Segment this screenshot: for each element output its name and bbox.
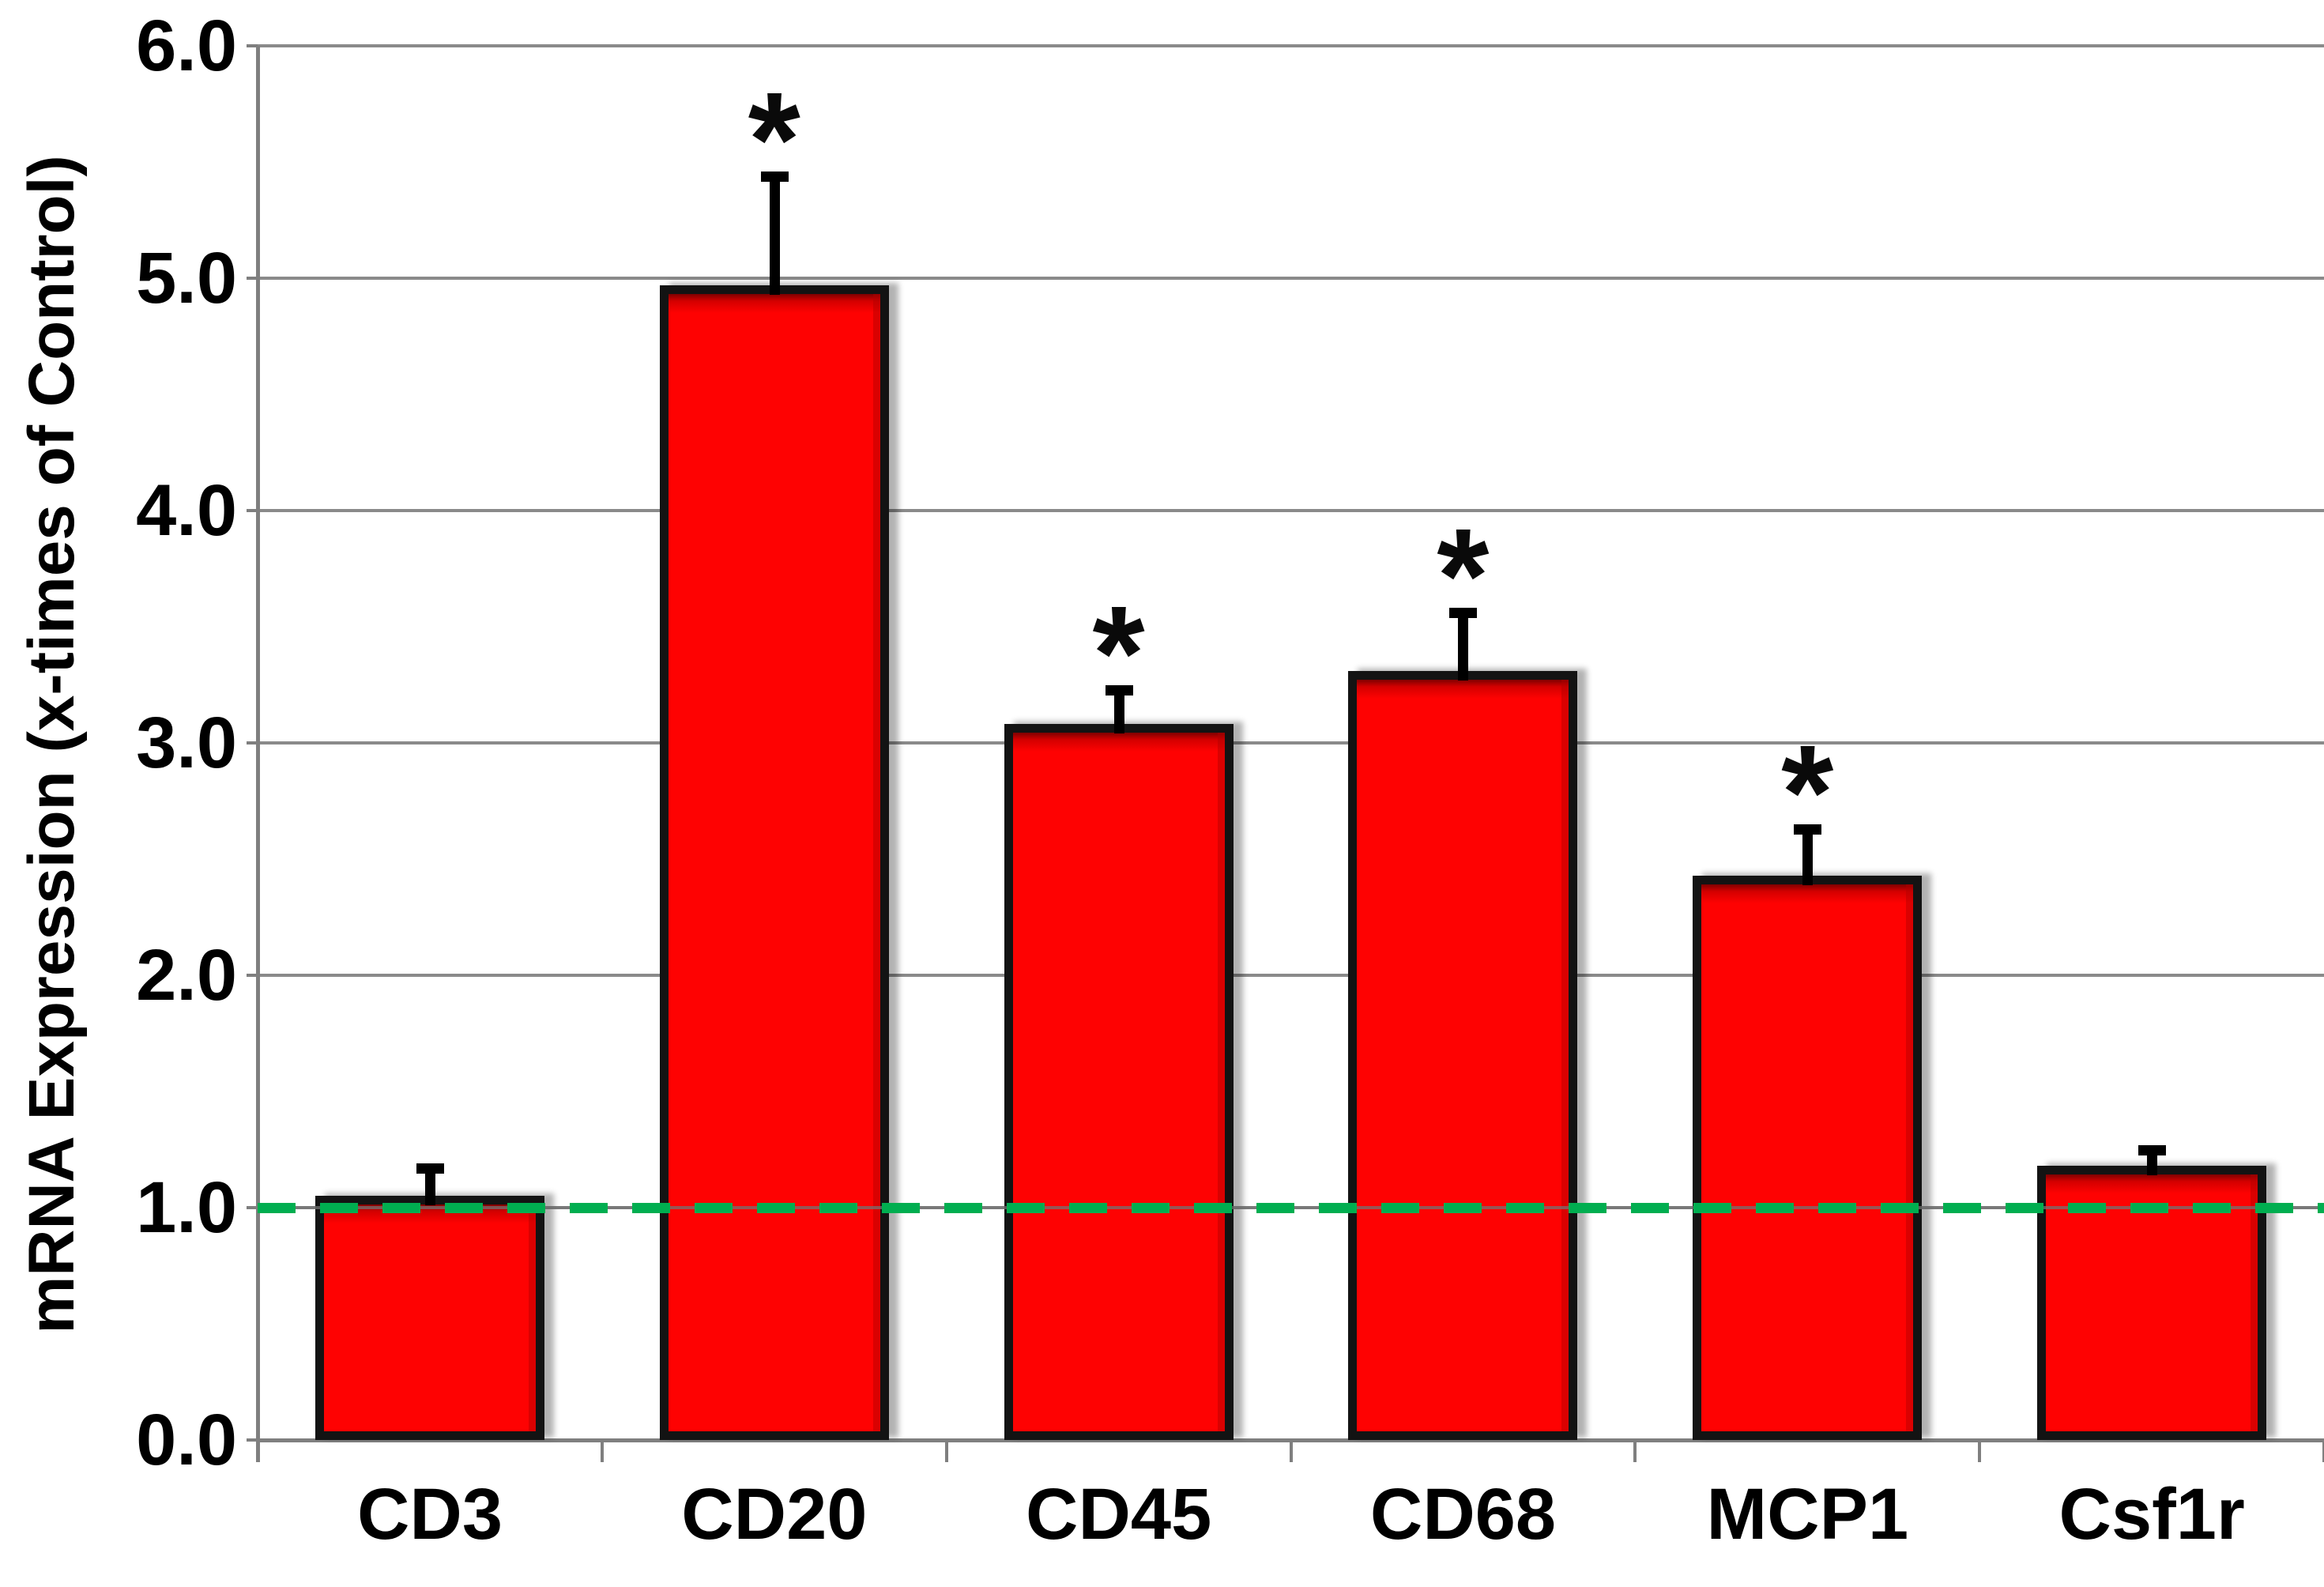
y-tick-3.0 [247,741,258,744]
error-bar-CD3 [424,1167,435,1206]
error-bar-CD45 [1113,688,1124,734]
y-tick-label-0.0: 0.0 [136,1400,237,1480]
x-category-label-Csf1r: Csf1r [2058,1474,2245,1555]
error-bar-cap-MCP1 [1794,824,1822,835]
gridline-y6 [258,44,2324,47]
bar-MCP1 [1693,875,1923,1440]
significance-asterisk-CD68: * [1437,501,1490,652]
error-bar-cap-CD45 [1105,684,1133,695]
x-tick-1 [600,1440,604,1462]
error-bar-cap-CD3 [416,1163,444,1174]
error-bar-cap-Csf1r [2138,1144,2167,1155]
x-category-label-CD3: CD3 [356,1474,503,1555]
x-category-label-MCP1: MCP1 [1706,1474,1909,1555]
y-tick-label-6.0: 6.0 [136,6,237,86]
y-tick-label-4.0: 4.0 [136,470,237,551]
y-tick-6.0 [247,44,258,47]
x-tick-3 [1289,1440,1293,1462]
x-tick-2 [944,1440,948,1462]
x-category-label-CD68: CD68 [1369,1474,1557,1555]
error-bar-MCP1 [1802,827,1814,885]
y-tick-label-1.0: 1.0 [136,1167,237,1248]
y-tick-2.0 [247,974,258,977]
x-tick-5 [1978,1440,1982,1462]
error-bar-cap-CD68 [1449,608,1478,619]
gridline-y2 [258,974,2324,977]
error-bar-CD20 [769,174,780,295]
y-tick-label-3.0: 3.0 [136,703,237,783]
bar-CD45 [1004,724,1234,1440]
bar-CD68 [1348,670,1578,1440]
x-category-label-CD45: CD45 [1026,1474,1212,1555]
reference-line-1x [258,1203,2324,1213]
gridline-y4 [258,509,2324,512]
gridline-y5 [258,277,2324,280]
y-tick-4.0 [247,509,258,512]
bar-CD3 [315,1196,544,1440]
x-category-label-CD20: CD20 [681,1474,868,1555]
reference-line-dashes [258,1203,2324,1213]
y-axis-line [256,46,260,1462]
y-tick-1.0 [247,1206,258,1209]
y-tick-0.0 [247,1438,258,1442]
y-tick-label-2.0: 2.0 [136,935,237,1016]
x-tick-6 [2322,1440,2324,1462]
bar-CD20 [659,285,889,1440]
significance-asterisk-CD45: * [1092,578,1145,729]
x-tick-4 [1633,1440,1637,1462]
significance-asterisk-CD20: * [748,64,800,215]
gridline-y3 [258,741,2324,744]
y-tick-label-5.0: 5.0 [136,238,237,319]
x-tick-0 [256,1440,259,1462]
error-bar-cap-CD20 [760,171,789,182]
y-tick-5.0 [247,277,258,280]
error-bar-CD68 [1458,611,1469,680]
significance-asterisk-MCP1: * [1781,717,1834,868]
